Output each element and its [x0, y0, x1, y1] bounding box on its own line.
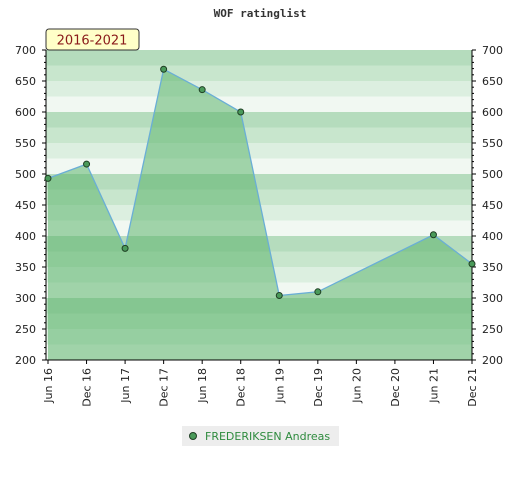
data-point	[468, 260, 476, 268]
legend-marker	[189, 432, 197, 440]
y-tick-label-left: 600	[15, 106, 36, 119]
grid-band	[46, 112, 472, 128]
data-point	[429, 231, 437, 239]
y-tick-label-left: 400	[15, 230, 36, 243]
y-tick-label-left: 450	[15, 199, 36, 212]
y-tick-label-left: 200	[15, 354, 36, 367]
x-tick-label: Dec 17	[158, 368, 171, 407]
series-area	[47, 68, 473, 360]
y-tick-label-left: 550	[15, 137, 36, 150]
data-point	[198, 86, 206, 94]
y-tick-label-right: 500	[482, 168, 503, 181]
y-tick-label-left: 300	[15, 292, 36, 305]
series-line	[47, 68, 473, 297]
x-tick-label: Jun 20	[350, 368, 363, 404]
y-tick-label-left: 250	[15, 323, 36, 336]
grid-band	[46, 158, 472, 175]
x-tick-label: Jun 17	[119, 368, 132, 404]
y-tick-label-right: 600	[482, 106, 503, 119]
y-tick-label-right: 200	[482, 354, 503, 367]
legend-label: FREDERIKSEN Andreas	[205, 430, 330, 443]
data-point	[121, 244, 129, 252]
y-tick-label-left: 650	[15, 75, 36, 88]
y-tick-label-right: 650	[482, 75, 503, 88]
grid-band	[46, 174, 472, 190]
series-fill	[48, 69, 472, 360]
legend-box	[182, 426, 339, 446]
grid-band	[46, 143, 472, 159]
data-point	[44, 174, 52, 182]
x-tick-label: Dec 16	[81, 368, 94, 407]
period-badge-box	[45, 28, 140, 51]
grid-band	[46, 65, 472, 82]
x-axis: Jun 16 Dec 16 Jun 17 Dec 17 Jun 18 Dec 18 Jun …	[42, 360, 479, 407]
period-badge: 2016-2021	[45, 28, 140, 51]
x-tick-label: Dec 18	[235, 368, 248, 407]
data-point	[237, 108, 245, 116]
x-tick-label: Jun 18	[196, 368, 209, 404]
legend: FREDERIKSEN Andreas	[182, 426, 339, 446]
y-tick-label-left: 350	[15, 261, 36, 274]
chart-title: WOF ratinglist	[214, 7, 307, 20]
x-tick-label: Jun 21	[427, 368, 440, 404]
x-tick-label: Jun 16	[42, 368, 55, 404]
y-tick-label-right: 550	[482, 137, 503, 150]
data-point	[160, 65, 168, 73]
y-tick-label-right: 300	[482, 292, 503, 305]
y-tick-label-left: 500	[15, 168, 36, 181]
y-tick-label-right: 350	[482, 261, 503, 274]
x-tick-label: Dec 20	[389, 368, 402, 407]
data-point	[314, 288, 322, 296]
y-tick-label-left: 700	[15, 44, 36, 57]
y-tick-label-right: 450	[482, 199, 503, 212]
grid-band	[46, 81, 472, 97]
y-axis-left: 200 250 300 350 400 450 500 550 600 650 700	[15, 44, 46, 367]
x-tick-label: Dec 19	[312, 368, 325, 407]
data-point	[275, 292, 283, 300]
grid-band	[46, 96, 472, 113]
x-tick-label: Dec 21	[466, 368, 479, 407]
grid-band	[46, 127, 472, 144]
y-tick-label-right: 250	[482, 323, 503, 336]
data-point	[83, 160, 91, 168]
x-tick-label: Jun 19	[273, 368, 286, 404]
y-tick-label-right: 700	[482, 44, 503, 57]
y-axis-right: 200 250 300 350 400 450 500 550 600 650 700	[472, 44, 503, 367]
grid-band	[46, 50, 472, 66]
period-badge-text: 2016-2021	[57, 34, 128, 49]
y-tick-label-right: 400	[482, 230, 503, 243]
series-markers	[44, 65, 476, 300]
